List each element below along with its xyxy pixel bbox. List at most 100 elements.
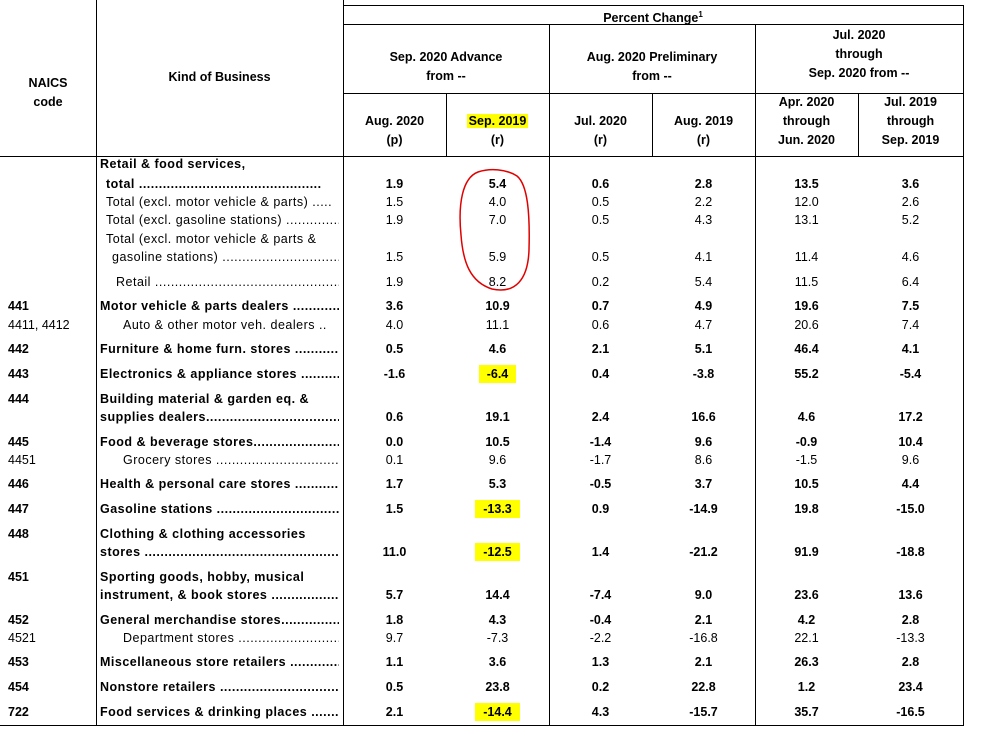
cell-value: 1.9 [385,177,404,191]
percent-change-rule [343,24,963,25]
cell-value: 19.6 [794,299,819,313]
naics-code: 4451 [8,453,36,467]
table-cell: -0.5 [549,475,652,493]
table-cell: 8.6 [652,451,755,469]
table-cell: 23.4 [858,678,963,696]
table-cell: 5.4 [652,273,755,291]
table-cell: 0.6 [549,316,652,334]
table-cell: -14.9 [652,500,755,518]
kind-of-business: Miscellaneous store retailers ..........… [100,655,339,669]
table-cell: 0.6 [549,175,652,193]
table-cell: 5.4 [446,175,549,193]
kind-of-business: Electronics & appliance stores .........… [100,367,339,381]
cell-value: 19.8 [794,502,819,516]
table-cell: 4.1 [858,340,963,358]
cell-value: 4.4 [901,477,920,491]
table-bottom-rule [0,725,963,726]
table-cell: 0.2 [549,273,652,291]
cell-value: 5.4 [488,177,507,191]
kind-of-business: Total (excl. motor vehicle & parts) ....… [106,195,333,209]
cell-value: 0.6 [385,410,404,424]
cell-value: 4.3 [488,613,507,627]
cell-value: 22.8 [691,680,716,694]
table-cell: 91.9 [755,543,858,561]
cell-value: -1.7 [589,453,612,467]
table-cell: 0.7 [549,297,652,315]
cell-value: 9.6 [901,453,920,467]
cell-value: 17.2 [898,410,923,424]
cell-value: 5.3 [488,477,507,491]
table-cell: 13.1 [755,211,858,229]
cell-value: 1.5 [385,502,404,516]
table-cell: 2.8 [858,611,963,629]
cell-value: -5.4 [899,367,922,381]
cell-value: -14.4 [475,703,520,721]
cell-value: 0.2 [591,680,610,694]
cell-value: -14.9 [689,502,718,516]
naics-code: 451 [8,570,29,584]
table-cell: 4.4 [858,475,963,493]
table-cell: 9.7 [343,629,446,647]
table-cell: 23.8 [446,678,549,696]
table-cell: 2.4 [549,408,652,426]
kind-of-business: Motor vehicle & parts dealers ..........… [100,299,339,313]
cell-value: 2.4 [591,410,610,424]
cell-value: -16.8 [689,631,718,645]
cell-value: -2.2 [589,631,612,645]
cell-value: 3.6 [901,177,920,191]
cell-value: 1.5 [385,195,404,209]
cell-value: -13.3 [475,500,520,518]
table-cell: 1.9 [343,273,446,291]
cell-value: 35.7 [794,705,819,719]
table-cell: 2.1 [652,611,755,629]
table-cell: -13.3 [858,629,963,647]
kind-of-business: Total (excl. motor vehicle & parts & [106,232,317,246]
cell-value: 23.6 [794,588,819,602]
cell-value: 1.9 [385,213,404,227]
cell-value: 6.4 [901,275,920,289]
table-cell: 0.5 [343,678,446,696]
table-cell: 0.5 [549,248,652,266]
cell-value: -0.4 [589,613,612,627]
table-cell: 13.5 [755,175,858,193]
cell-value: 1.8 [385,613,404,627]
col-aug2020: Aug. 2020 (p) [364,114,425,147]
group-sep-advance: Sep. 2020 Advance from -- [389,50,503,83]
table-cell: 5.9 [446,248,549,266]
table-cell: 2.1 [652,653,755,671]
divider-right [963,5,964,726]
table-cell: 4.6 [755,408,858,426]
cell-value: 0.5 [591,250,610,264]
cell-value: 4.9 [694,299,713,313]
col-jul2020: Jul. 2020 (r) [574,114,627,147]
cell-value: 55.2 [794,367,819,381]
kind-of-business: Health & personal care stores ..........… [100,477,339,491]
divider-sub5 [858,93,859,156]
kind-of-business: Furniture & home furn. stores ..........… [100,342,339,356]
cell-value: -6.4 [478,365,517,383]
table-cell: -5.4 [858,365,963,383]
cell-value: 91.9 [794,545,819,559]
cell-value: -7.3 [486,631,509,645]
divider-code [96,0,97,726]
table-cell: 7.0 [446,211,549,229]
table-cell: 2.2 [652,193,755,211]
cell-value: 4.1 [694,250,713,264]
table-cell: 4.3 [652,211,755,229]
kind-of-business: Total (excl. gasoline stations) ........… [106,213,339,227]
cell-value: 9.7 [385,631,404,645]
table-cell: 5.3 [446,475,549,493]
table-cell: 4.3 [549,703,652,721]
cell-value: 2.8 [901,655,920,669]
table-cell: 19.1 [446,408,549,426]
table-cell: -12.5 [446,543,549,561]
table-cell: 3.7 [652,475,755,493]
cell-value: 3.7 [694,477,713,491]
cell-value: 9.6 [488,453,507,467]
kind-of-business: Building material & garden eq. & [100,392,310,406]
kind-of-business: Gasoline stations ......................… [100,502,339,516]
cell-value: 4.7 [694,318,713,332]
table-cell: -16.8 [652,629,755,647]
cell-value: 1.3 [591,655,610,669]
